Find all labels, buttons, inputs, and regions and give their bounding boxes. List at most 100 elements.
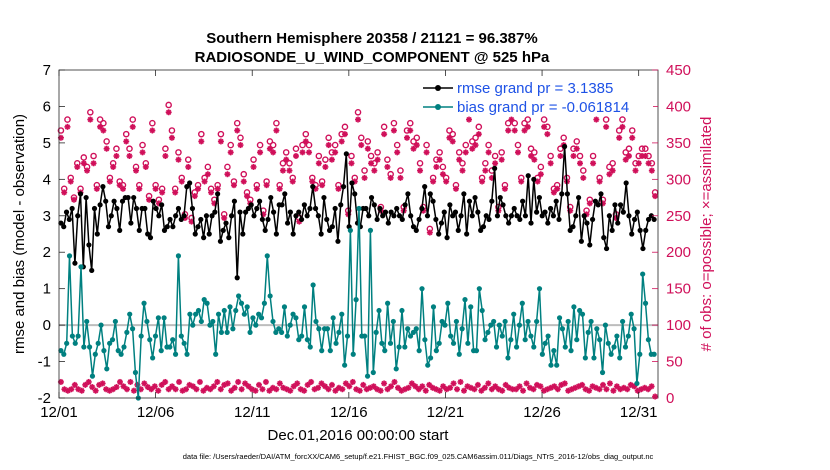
- y-left-tick-label: -2: [38, 390, 51, 407]
- obs-assimilated-marker: [355, 116, 362, 123]
- obs-possible-marker: [615, 127, 623, 134]
- obs-assimilated-marker: [335, 185, 342, 192]
- obs-assimilated-marker: [87, 116, 94, 123]
- bias-data-point: [330, 315, 336, 321]
- obs-assimilated-marker: [609, 167, 616, 174]
- obs-assimilated-marker: [603, 386, 610, 393]
- obs-possible-marker: [397, 167, 404, 174]
- obs-assimilated-marker: [516, 383, 523, 390]
- obs-assimilated-marker: [439, 171, 446, 178]
- obs-assimilated-marker: [292, 153, 299, 160]
- obs-assimilated-marker: [397, 174, 404, 181]
- obs-assimilated-marker: [99, 380, 106, 387]
- obs-assimilated-marker: [616, 134, 623, 141]
- y-right-tick-label: 350: [666, 135, 691, 152]
- obs-assimilated-marker: [92, 387, 99, 394]
- obs-assimilated-marker: [554, 386, 561, 393]
- bias-data-point: [519, 300, 525, 306]
- rmse-data-point: [497, 194, 503, 201]
- bias-data-point: [419, 286, 425, 292]
- rmse-data-point: [307, 205, 313, 212]
- bias-data-point: [233, 307, 239, 314]
- rmse-data-point: [402, 202, 408, 208]
- obs-assimilated-marker: [580, 174, 587, 181]
- bias-data-point: [138, 333, 144, 339]
- obs-possible-marker: [198, 130, 205, 138]
- rmse-data-point: [125, 194, 131, 201]
- bias-data-point: [396, 344, 402, 350]
- y-left-tick-label: 0: [43, 317, 51, 334]
- obs-possible-marker: [292, 145, 300, 153]
- rmse-data-point: [480, 224, 487, 230]
- obs-assimilated-marker: [346, 383, 353, 390]
- rmse-data-point: [520, 198, 526, 204]
- bias-data-point: [115, 348, 121, 354]
- obs-assimilated-marker: [68, 386, 75, 393]
- obs-assimilated-marker: [596, 386, 603, 393]
- obs-possible-marker: [80, 154, 88, 161]
- bias-data-point: [344, 333, 351, 339]
- obs-possible-marker: [423, 141, 430, 149]
- obs-assimilated-marker: [155, 387, 162, 394]
- rmse-data-point: [159, 202, 165, 208]
- rmse-data-point: [206, 231, 212, 237]
- rmse-data-point: [609, 227, 615, 233]
- bias-data-point: [611, 344, 617, 350]
- x-tick-label: 12/11: [234, 404, 270, 421]
- rmse-data-point: [310, 184, 316, 190]
- obs-assimilated-marker: [319, 182, 326, 189]
- rmse-data-point: [145, 231, 151, 237]
- obs-assimilated-marker: [349, 378, 356, 385]
- rmse-data-point: [570, 224, 576, 230]
- bias-data-point: [204, 300, 210, 306]
- rmse-data-point: [651, 216, 657, 223]
- rmse-data-point: [329, 224, 335, 230]
- y-right-tick-label: 400: [666, 98, 691, 115]
- obs-assimilated-marker: [624, 386, 631, 393]
- rmse-data-point: [578, 238, 584, 244]
- rmse-data-point: [422, 184, 428, 190]
- rmse-data-point: [321, 194, 327, 201]
- obs-assimilated-marker: [100, 127, 107, 134]
- legend-rmse-marker: [435, 85, 441, 91]
- bias-data-point: [442, 322, 448, 328]
- obs-assimilated-marker: [459, 167, 466, 174]
- bias-data-point: [187, 311, 193, 317]
- rmse-data-point: [312, 205, 319, 212]
- rmse-data-point: [629, 231, 635, 237]
- rmse-data-point: [178, 216, 184, 223]
- bias-data-point: [430, 304, 437, 310]
- rmse-data-point: [173, 213, 179, 219]
- rmse-data-point: [167, 216, 173, 223]
- obs-assimilated-marker: [70, 196, 77, 203]
- obs-assimilated-marker: [93, 185, 100, 192]
- obs-assimilated-marker: [252, 387, 259, 394]
- rmse-data-point: [105, 224, 112, 230]
- obs-assimilated-marker: [407, 127, 414, 134]
- obs-assimilated-marker: [364, 145, 371, 152]
- obs-assimilated-marker: [368, 160, 375, 167]
- rmse-data-point: [117, 227, 123, 233]
- rmse-data-point: [514, 213, 520, 219]
- obs-possible-marker: [384, 156, 391, 163]
- bias-data-point: [379, 340, 385, 346]
- bias-data-point: [534, 318, 540, 325]
- obs-assimilated-marker: [71, 381, 78, 388]
- bias-data-point: [439, 318, 445, 325]
- bias-data-point: [144, 318, 150, 325]
- bias-data-point: [215, 311, 222, 317]
- obs-possible-marker: [380, 123, 388, 131]
- obs-possible-marker: [547, 152, 554, 160]
- rmse-data-point: [326, 227, 333, 233]
- rmse-data-point: [410, 224, 417, 230]
- obs-assimilated-marker: [172, 386, 179, 393]
- obs-possible-marker: [602, 116, 610, 123]
- rmse-data-point: [595, 202, 601, 208]
- obs-possible-marker: [504, 119, 512, 127]
- bias-data-point: [637, 351, 643, 357]
- obs-assimilated-marker: [341, 131, 348, 138]
- obs-possible-marker: [126, 145, 133, 153]
- bias-data-point: [416, 348, 422, 354]
- rmse-data-point: [94, 231, 100, 237]
- obs-assimilated-marker: [466, 116, 473, 123]
